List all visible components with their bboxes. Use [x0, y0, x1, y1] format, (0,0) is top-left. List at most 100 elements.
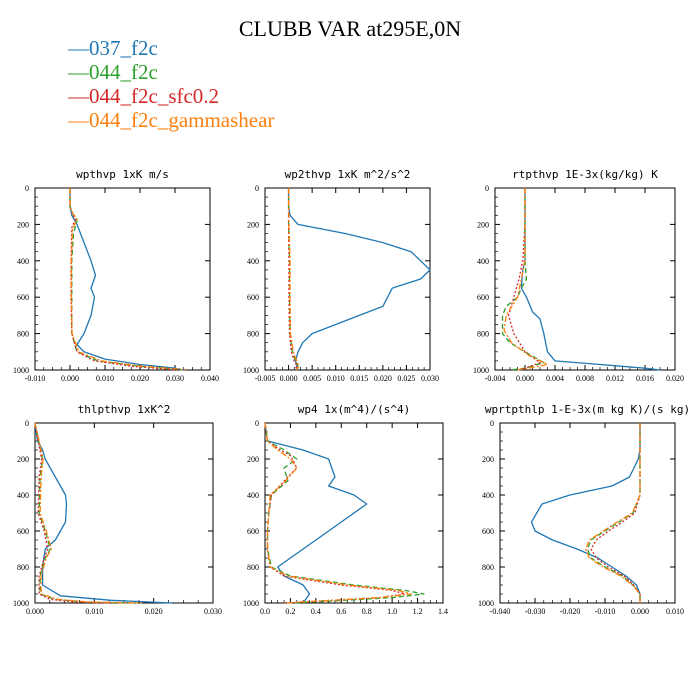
legend: — 037_f2c — 044_f2c — 044_f2c_sfc0.2 — 0… — [68, 36, 274, 132]
y-tick-label: 400 — [247, 491, 259, 500]
x-tick-label: 0.020 — [666, 374, 684, 383]
panel-2: rtpthvp 1E-3x(kg/kg) K -0.004 0.000 0.004 0.… — [473, 168, 684, 383]
series-line — [69, 188, 183, 371]
y-tick-label: 1000 — [13, 599, 29, 608]
x-tick-label: 0.010 — [85, 607, 103, 616]
series-line — [287, 188, 298, 371]
y-tick-label: 200 — [477, 220, 489, 229]
x-tick-label: 0.030 — [421, 374, 439, 383]
x-tick-label: 1.0 — [387, 607, 397, 616]
series-line — [586, 423, 641, 603]
panel-title: rtpthvp 1E-3x(kg/kg) K — [512, 168, 658, 181]
y-tick-label: 400 — [482, 491, 494, 500]
series-line — [287, 188, 431, 371]
x-tick-label: 0.015 — [350, 374, 368, 383]
x-tick-label: 0.0 — [260, 607, 270, 616]
series-line — [34, 422, 173, 604]
y-tick-label: 1000 — [13, 366, 29, 375]
y-tick-label: 1000 — [473, 366, 489, 375]
legend-label: 044_f2c — [89, 60, 158, 84]
x-tick-label: 0.010 — [666, 607, 684, 616]
y-tick-label: 0 — [25, 419, 29, 428]
series-line — [530, 423, 641, 603]
y-tick-label: 0 — [485, 184, 489, 193]
series-line — [264, 422, 412, 604]
y-tick-label: 800 — [17, 563, 29, 572]
y-tick-label: 400 — [17, 257, 29, 266]
y-tick-label: 1000 — [243, 599, 259, 608]
x-tick-label: 0.005 — [303, 374, 321, 383]
panel-title: wpthvp 1xK m/s — [76, 168, 169, 181]
legend-label: 044_f2c_gammashear — [89, 108, 275, 132]
x-tick-label: 0.000 — [516, 374, 534, 383]
x-tick-label: 0.030 — [204, 607, 222, 616]
x-tick-label: 0.016 — [636, 374, 654, 383]
series-line — [69, 188, 176, 371]
x-tick-label: -0.020 — [560, 607, 581, 616]
y-tick-label: 1000 — [478, 599, 494, 608]
x-tick-label: -0.004 — [485, 374, 506, 383]
panel-3: thlpthvp 1xK^2 0.000 0.010 0.020 0.030 0 200 40… — [13, 403, 222, 616]
y-tick-label: 600 — [17, 527, 29, 536]
series-line — [69, 188, 184, 371]
y-tick-label: 600 — [482, 527, 494, 536]
x-tick-label: 0.030 — [166, 374, 184, 383]
legend-item: — 037_f2c — [68, 36, 274, 60]
y-tick-label: 400 — [17, 491, 29, 500]
figure-title: CLUBB VAR at295E,0N — [238, 16, 462, 41]
x-tick-label: 1.4 — [438, 607, 448, 616]
y-tick-label: 400 — [477, 257, 489, 266]
y-tick-label: 800 — [477, 330, 489, 339]
y-tick-label: 400 — [247, 257, 259, 266]
legend-swatch: — — [68, 84, 89, 108]
y-tick-label: 600 — [247, 527, 259, 536]
series-line — [501, 188, 545, 371]
y-tick-label: 0 — [255, 184, 259, 193]
y-tick-label: 600 — [247, 293, 259, 302]
legend-item: — 044_f2c_gammashear — [68, 108, 274, 132]
y-tick-label: 800 — [17, 330, 29, 339]
x-tick-label: 1.2 — [413, 607, 423, 616]
panel-0: wpthvp 1xK m/s -0.010 0.000 0.010 0.020 0.030… — [13, 168, 219, 383]
y-tick-label: 0 — [490, 419, 494, 428]
x-tick-label: 0.020 — [145, 607, 163, 616]
x-tick-label: 0.020 — [131, 374, 149, 383]
legend-item: — 044_f2c — [68, 60, 274, 84]
x-tick-label: 0.8 — [362, 607, 372, 616]
series-line — [34, 422, 137, 604]
panel-1: wp2thvp 1xK m^2/s^2 -0.005 0.000 0.005 0.010… — [243, 168, 439, 383]
x-tick-label: -0.040 — [490, 607, 511, 616]
y-tick-label: 200 — [247, 220, 259, 229]
y-tick-label: 800 — [247, 330, 259, 339]
plot-frame — [34, 187, 211, 371]
panel-title: wp2thvp 1xK m^2/s^2 — [285, 168, 411, 181]
y-tick-label: 200 — [247, 455, 259, 464]
panel-4: wp4 1x(m^4)/(s^4) 0.0 0.2 0.4 0.6 0.8 1.0 1.2 1.… — [243, 403, 448, 616]
legend-swatch: — — [68, 60, 89, 84]
x-tick-label: -0.005 — [255, 374, 276, 383]
legend-label: 044_f2c_sfc0.2 — [89, 84, 220, 108]
y-tick-label: 600 — [477, 293, 489, 302]
x-tick-label: 0.000 — [61, 374, 79, 383]
panel-title: wprtpthlp 1-E-3x(m kg K)/(s kg) — [485, 403, 690, 416]
y-tick-label: 200 — [17, 455, 29, 464]
y-tick-label: 0 — [25, 184, 29, 193]
x-tick-label: 0.010 — [327, 374, 345, 383]
x-tick-label: 0.6 — [336, 607, 346, 616]
x-tick-label: -0.030 — [525, 607, 546, 616]
x-tick-label: 0.040 — [201, 374, 219, 383]
legend-label: 037_f2c — [89, 36, 158, 60]
panel-title: thlpthvp 1xK^2 — [78, 403, 171, 416]
y-tick-label: 0 — [255, 419, 259, 428]
series-line — [34, 422, 142, 604]
y-tick-label: 200 — [17, 220, 29, 229]
y-tick-label: 1000 — [243, 366, 259, 375]
y-tick-label: 600 — [17, 293, 29, 302]
legend-swatch: — — [68, 36, 89, 60]
y-tick-label: 200 — [482, 455, 494, 464]
series-line — [287, 188, 300, 371]
y-tick-label: 800 — [482, 563, 494, 572]
x-tick-label: 0.004 — [546, 374, 564, 383]
x-tick-label: -0.010 — [595, 607, 616, 616]
